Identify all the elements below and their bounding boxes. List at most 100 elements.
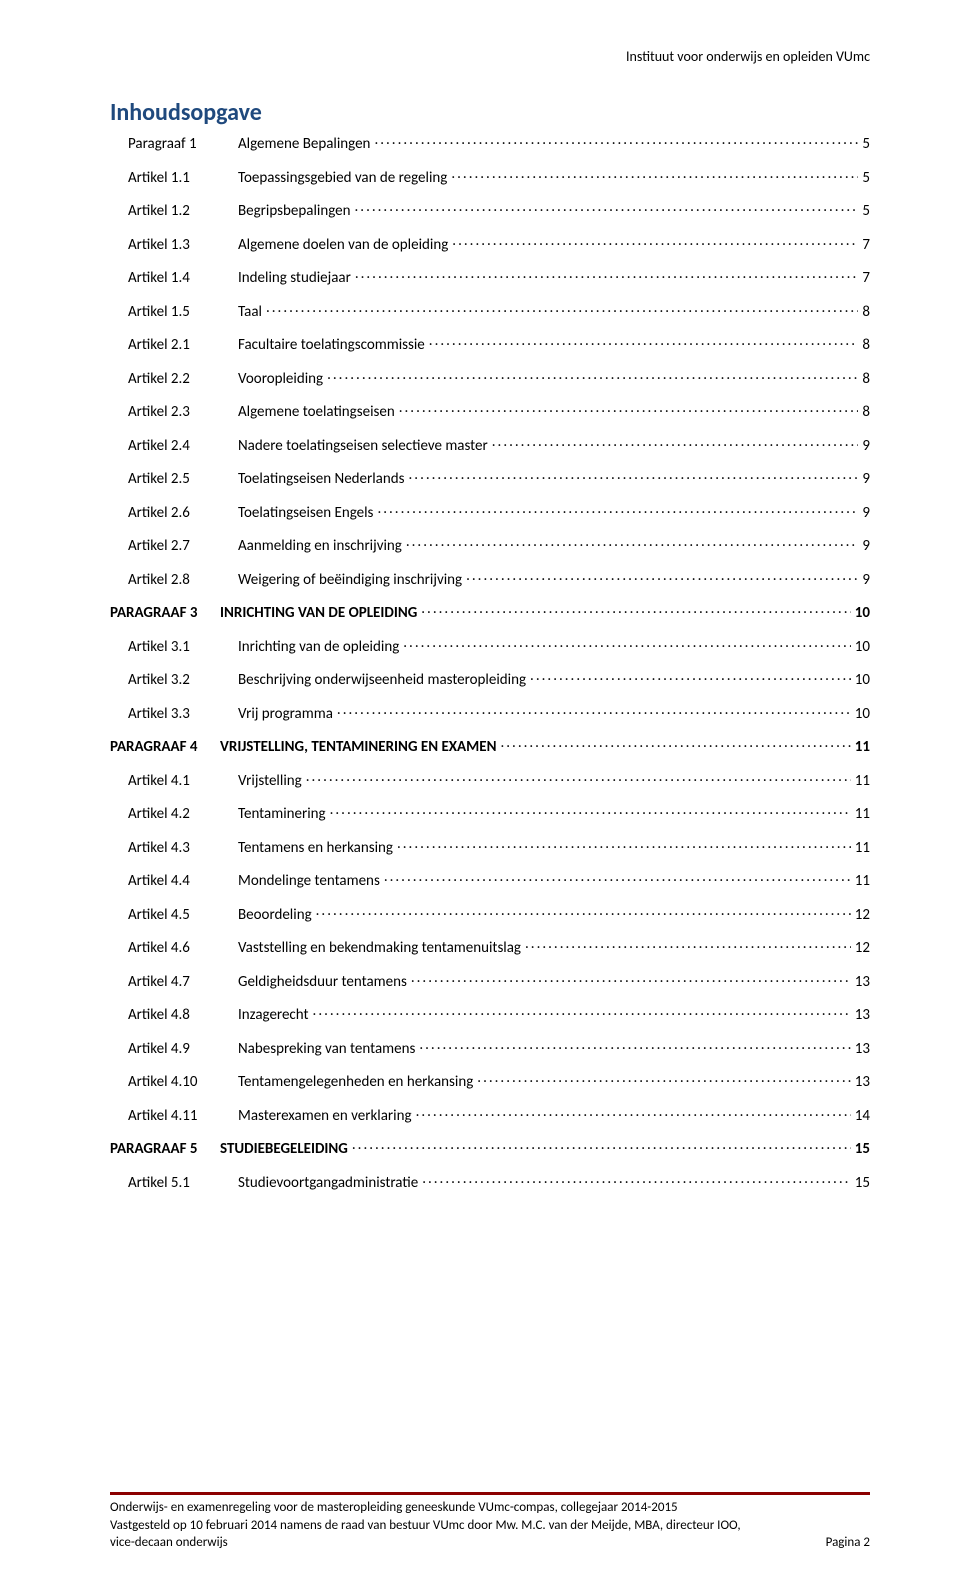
- toc-entry-title: Aanmelding en inschrijving: [238, 539, 402, 554]
- toc-leader-dots: [355, 200, 859, 215]
- toc-page-number: 5: [862, 171, 870, 186]
- footer-line-1: Onderwijs- en examenregeling voor de mas…: [110, 1499, 870, 1517]
- toc-leader-dots: [530, 669, 851, 684]
- toc-entry-title: Tentaminering: [238, 807, 326, 822]
- toc-entry-title: Nabespreking van tentamens: [238, 1042, 415, 1057]
- toc-page-number: 11: [855, 740, 870, 755]
- toc-page-number: 15: [855, 1176, 870, 1191]
- toc-page-number: 10: [855, 606, 870, 621]
- toc-leader-dots: [384, 870, 851, 885]
- toc-page-number: 13: [855, 1042, 870, 1057]
- toc-row: Artikel 2.4Nadere toelatingseisen select…: [110, 435, 870, 454]
- toc-entry-title: Taal: [238, 305, 262, 320]
- toc-label: Artikel 2.4: [110, 439, 238, 454]
- footer-page-number: Pagina 2: [826, 1534, 870, 1552]
- toc-label: Artikel 4.8: [110, 1008, 238, 1023]
- toc-row: PARAGRAAF 5STUDIEBEGELEIDING 15: [110, 1138, 870, 1157]
- toc-label: Artikel 1.4: [110, 271, 238, 286]
- toc-leader-dots: [452, 234, 858, 249]
- toc-page-number: 9: [862, 506, 870, 521]
- footer-line-2: Vastgesteld op 10 februari 2014 namens d…: [110, 1517, 870, 1535]
- toc-row: Artikel 2.5Toelatingseisen Nederlands9: [110, 468, 870, 487]
- toc-row: Artikel 4.5Beoordeling12: [110, 904, 870, 923]
- toc-entry-title: Toelatingseisen Engels: [238, 506, 373, 521]
- toc-leader-dots: [266, 301, 858, 316]
- toc-label: Paragraaf 1: [110, 137, 238, 152]
- toc-page-number: 15: [855, 1142, 870, 1157]
- toc-leader-dots: [416, 1105, 851, 1120]
- toc-page-number: 8: [862, 372, 870, 387]
- toc-page-number: 11: [855, 807, 870, 822]
- toc-leader-dots: [409, 468, 859, 483]
- toc-label: Artikel 4.3: [110, 841, 238, 856]
- toc-page-number: 9: [862, 439, 870, 454]
- toc-entry-title: STUDIEBEGELEIDING: [220, 1142, 348, 1157]
- toc-row: Artikel 2.3Algemene toelatingseisen8: [110, 401, 870, 420]
- toc-label: Artikel 1.1: [110, 171, 238, 186]
- toc-page-number: 9: [862, 573, 870, 588]
- toc-label: Artikel 1.5: [110, 305, 238, 320]
- toc-row: Artikel 4.9Nabespreking van tentamens13: [110, 1038, 870, 1057]
- toc-entry-title: Begripsbepalingen: [238, 204, 351, 219]
- toc-label: Artikel 5.1: [110, 1176, 238, 1191]
- toc-row: Artikel 4.2Tentaminering 11: [110, 803, 870, 822]
- toc-row: Artikel 4.11Masterexamen en verklaring14: [110, 1105, 870, 1124]
- toc-label: Artikel 4.1: [110, 774, 238, 789]
- toc-entry-title: VRIJSTELLING, TENTAMINERING EN EXAMEN: [220, 740, 496, 755]
- toc-page-number: 10: [855, 673, 870, 688]
- toc-row: Artikel 3.1Inrichting van de opleiding10: [110, 636, 870, 655]
- toc-leader-dots: [397, 837, 851, 852]
- toc-label: PARAGRAAF 5: [110, 1142, 220, 1157]
- toc-page-number: 13: [855, 1008, 870, 1023]
- toc-label: Artikel 4.2: [110, 807, 238, 822]
- toc-page-number: 7: [862, 271, 870, 286]
- toc-leader-dots: [352, 1138, 851, 1153]
- toc-page-number: 8: [862, 405, 870, 420]
- toc-row: Artikel 2.8Weigering of beëindiging insc…: [110, 569, 870, 588]
- toc-entry-title: Nadere toelatingseisen selectieve master: [238, 439, 488, 454]
- toc-label: Artikel 2.3: [110, 405, 238, 420]
- toc-entry-title: Indeling studiejaar: [238, 271, 351, 286]
- toc-label: Artikel 2.7: [110, 539, 238, 554]
- toc-leader-dots: [316, 904, 851, 919]
- toc-entry-title: Weigering of beëindiging inschrijving: [238, 573, 462, 588]
- footer-rule: [110, 1492, 870, 1495]
- toc-page-number: 11: [855, 774, 870, 789]
- toc-entry-title: Beschrijving onderwijseenheid masterople…: [238, 673, 526, 688]
- toc-page-number: 13: [855, 1075, 870, 1090]
- toc-entry-title: Inrichting van de opleiding: [238, 640, 399, 655]
- toc-leader-dots: [330, 803, 851, 818]
- toc-entry-title: Mondelinge tentamens: [238, 874, 380, 889]
- toc-label: Artikel 2.6: [110, 506, 238, 521]
- toc-page-number: 8: [862, 305, 870, 320]
- toc-leader-dots: [500, 736, 850, 751]
- toc-entry-title: Vrijstelling: [238, 774, 302, 789]
- header-institute: Instituut voor onderwijs en opleiden VUm…: [626, 48, 870, 65]
- toc-entry-title: Facultaire toelatingscommissie: [238, 338, 425, 353]
- toc-entry-title: Inzagerecht: [238, 1008, 309, 1023]
- toc-leader-dots: [422, 1172, 851, 1187]
- toc-page-number: 7: [862, 238, 870, 253]
- toc-label: Artikel 2.5: [110, 472, 238, 487]
- toc-leader-dots: [337, 703, 851, 718]
- toc-leader-dots: [451, 167, 858, 182]
- toc-label: Artikel 1.2: [110, 204, 238, 219]
- toc-label: Artikel 4.4: [110, 874, 238, 889]
- toc-leader-dots: [429, 334, 859, 349]
- toc-leader-dots: [419, 1038, 850, 1053]
- toc-row: Artikel 2.7Aanmelding en inschrijving9: [110, 535, 870, 554]
- toc-row: Artikel 4.1Vrijstelling 11: [110, 770, 870, 789]
- table-of-contents: Paragraaf 1Algemene Bepalingen5Artikel 1…: [110, 133, 870, 1191]
- toc-entry-title: INRICHTING VAN DE OPLEIDING: [220, 606, 417, 621]
- toc-row: Artikel 1.2Begripsbepalingen 5: [110, 200, 870, 219]
- footer-line-3-left: vice-decaan onderwijs: [110, 1534, 228, 1552]
- toc-leader-dots: [313, 1004, 851, 1019]
- toc-row: Artikel 1.1Toepassingsgebied van de rege…: [110, 167, 870, 186]
- toc-entry-title: Toelatingseisen Nederlands: [238, 472, 405, 487]
- toc-leader-dots: [403, 636, 851, 651]
- toc-label: Artikel 3.3: [110, 707, 238, 722]
- toc-row: Artikel 2.1Facultaire toelatingscommissi…: [110, 334, 870, 353]
- toc-page-number: 5: [862, 204, 870, 219]
- toc-entry-title: Algemene doelen van de opleiding: [238, 238, 448, 253]
- toc-page-number: 10: [855, 707, 870, 722]
